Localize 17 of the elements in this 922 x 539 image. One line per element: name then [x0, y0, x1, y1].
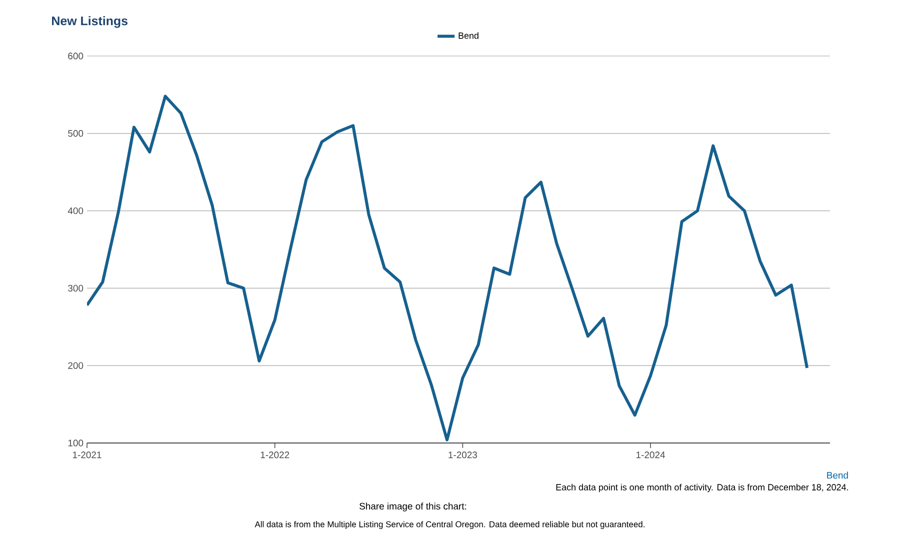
y-tick-label: 300 [68, 284, 84, 292]
x-tick-label: 1-2021 [72, 452, 102, 458]
x-tick-label: 1-2023 [448, 452, 477, 458]
legend-label: Bend [458, 32, 478, 39]
text: All data is from the Multiple Listing Service of Central Oregon. Data deemed reliable but not guaranteed. [254, 521, 644, 529]
chart-title: New Listings [52, 16, 128, 28]
line-series [87, 94, 809, 442]
text: Each data point is one month of activity. Data is from December 18, 2024. [556, 484, 848, 492]
y-tick-label: 500 [68, 130, 84, 137]
y-tick-label: 400 [68, 207, 84, 214]
x-axis-title: Bend [827, 472, 848, 479]
y-tick-label: 100 [68, 440, 84, 446]
y-tick-label: 200 [68, 362, 84, 369]
x-tick-label: 1-2022 [260, 452, 290, 458]
y-tick-label: 600 [68, 52, 84, 60]
x-tick-label: 1-2024 [636, 452, 665, 458]
text: Share image of this chart: [360, 502, 466, 512]
